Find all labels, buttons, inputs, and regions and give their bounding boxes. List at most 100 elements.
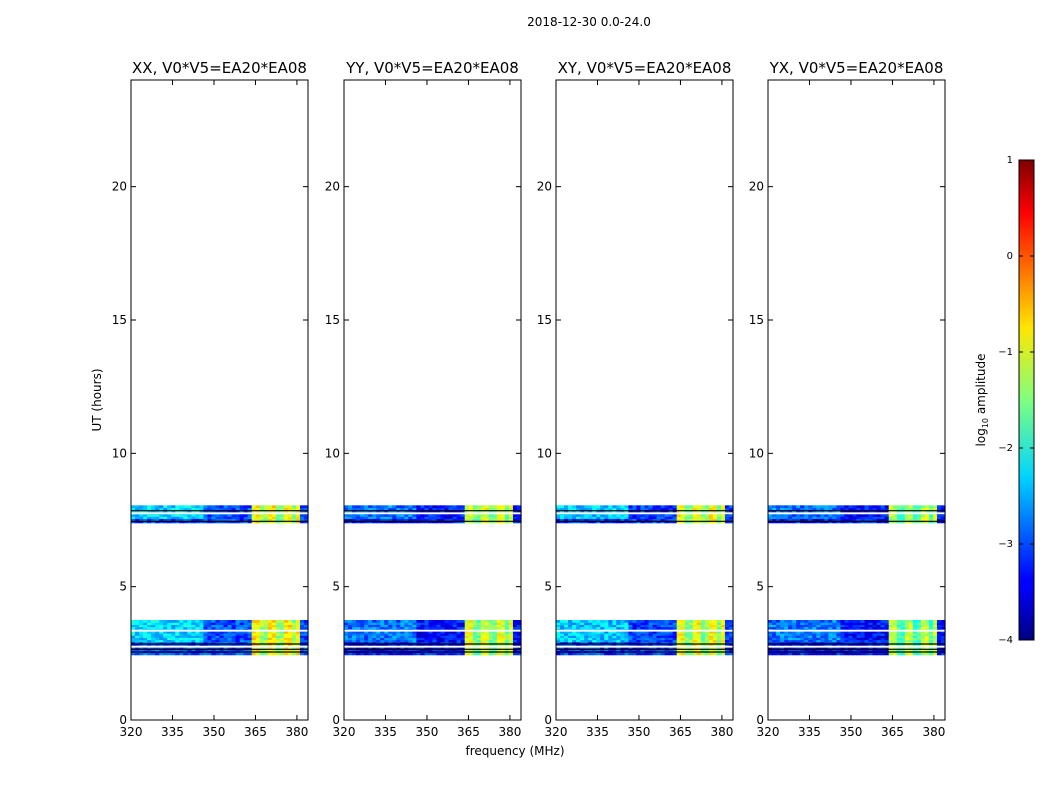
heatmap-cell [776,643,781,647]
heatmap-cell [904,514,910,517]
heatmap-cell [207,641,213,645]
heatmap-cell [816,637,821,641]
heatmap-cell [167,630,172,634]
heatmap-cell [195,622,200,625]
heatmap-cell [251,630,257,634]
heatmap-cell [664,633,670,636]
heatmap-cell [660,635,666,638]
heatmap-cell [652,516,658,519]
heatmap-cell [267,633,273,636]
heatmap-cell [628,516,634,519]
heatmap-cell [352,620,357,623]
heatmap-cell [852,514,858,517]
heatmap-cell [488,633,494,636]
heatmap-cell [796,626,801,630]
heatmap-cell [408,626,413,630]
heatmap-cell [768,622,773,625]
heatmap-cell [504,635,510,638]
heatmap-cell [568,641,573,645]
heatmap-cell [688,635,694,638]
heatmap-cell [708,518,714,522]
heatmap-cell [780,630,785,634]
heatmap-cell [267,516,273,519]
heatmap-cell [456,639,462,643]
heatmap-cell [243,507,249,511]
heatmap-cell [271,652,277,656]
heatmap-cell [163,516,168,519]
heatmap-cell [560,641,565,645]
heatmap-cell [388,624,393,628]
heatmap-cell [876,639,882,643]
heatmap-cell [904,643,910,647]
heatmap-cell [704,630,710,634]
heatmap-cell [564,516,569,519]
heatmap-cell [784,639,789,643]
heatmap-cell [155,633,160,636]
heatmap-cell [560,652,565,656]
heatmap-cell [227,630,233,634]
heatmap-cell [780,624,785,628]
heatmap-cell [912,516,918,519]
heatmap-cell [364,624,369,628]
heatmap-cell [380,507,385,511]
heatmap-cell [724,641,730,645]
heatmap-cell [460,518,466,522]
heatmap-cell [892,641,898,645]
heatmap-cell [283,622,289,625]
heatmap-cell [708,641,714,645]
heatmap-cell [728,630,734,634]
heatmap-cell [372,637,377,641]
heatmap-cell [872,626,878,630]
heatmap-cell [656,626,662,630]
heatmap-cell [720,639,726,643]
heatmap-cell [696,516,702,519]
heatmap-cell [908,518,914,522]
heatmap-cell [468,622,474,625]
heatmap-cell [388,516,393,519]
heatmap-cell [279,637,285,641]
heatmap-cell [672,518,678,522]
heatmap-cell [211,505,217,509]
heatmap-cell [700,641,706,645]
heatmap-cell [259,620,265,623]
y-tick-label: 20 [325,180,340,194]
heatmap-cell [183,505,188,509]
heatmap-cell [295,507,301,511]
heatmap-cell [908,641,914,645]
heatmap-cell [816,505,821,509]
heatmap-cell [372,630,377,634]
heatmap-cell [644,641,650,645]
heatmap-cell [868,641,874,645]
heatmap-cell [916,505,922,509]
heatmap-cell [271,622,277,625]
heatmap-cell [808,626,813,630]
y-tick-label: 10 [325,446,340,460]
heatmap-cell [428,518,434,522]
heatmap-cell [516,516,522,519]
heatmap-cell [360,633,365,636]
heatmap-cell [392,630,397,634]
heatmap-cell [888,630,894,634]
heatmap-cell [560,624,565,628]
colorbar-tick-label: −4 [998,635,1013,646]
heatmap-cell [620,639,625,643]
heatmap-cell [940,514,946,517]
heatmap-cell [712,635,718,638]
heatmap-cell [688,507,694,511]
x-tick-label: 380 [922,725,945,739]
heatmap-cell [812,652,817,656]
heatmap-cell [812,641,817,645]
heatmap-cell [171,518,176,522]
heatmap-cell [416,626,422,630]
heatmap-cell [135,622,140,625]
heatmap-cell [352,518,357,522]
heatmap-cell [636,633,642,636]
heatmap-cell [848,641,854,645]
heatmap-cell [291,622,297,625]
heatmap-cell [784,637,789,641]
colorbar: −4−3−2−101 log10 amplitude [974,155,1035,646]
heatmap-cell [516,635,522,638]
axes-frame [767,79,946,721]
heatmap-cell [448,620,454,623]
heatmap-cell [432,641,438,645]
